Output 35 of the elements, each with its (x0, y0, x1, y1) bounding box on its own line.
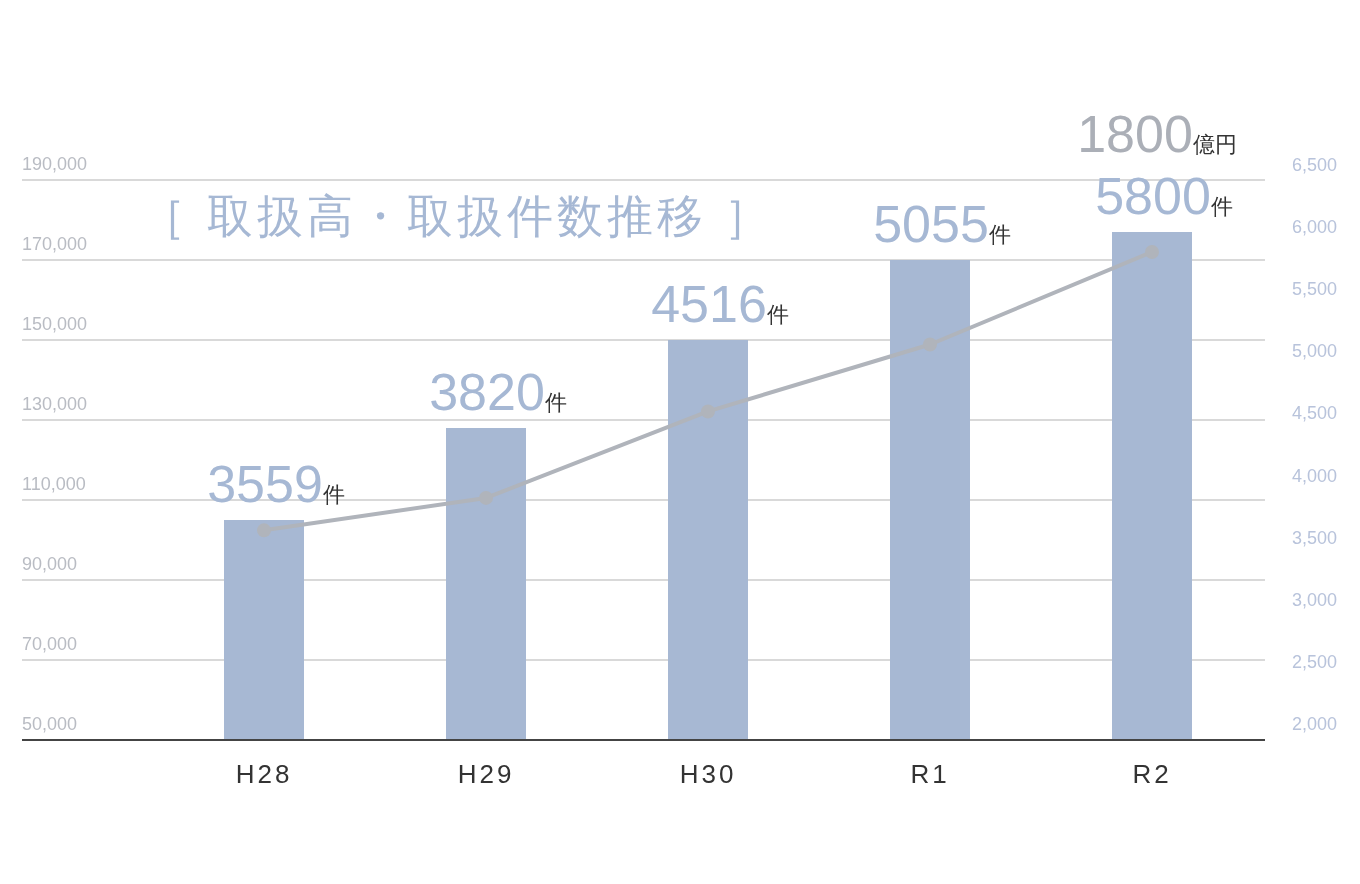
point (923, 337, 937, 352)
y2-tick-label: 2,000 (1291, 714, 1337, 734)
y2-tick-label: 3,500 (1291, 527, 1337, 548)
y2-tick-label: 2,500 (1291, 651, 1337, 672)
x-tick-label: H28 (235, 759, 293, 789)
y-tick-label: 130,000 (22, 394, 88, 414)
data-label: 3820件 (429, 363, 567, 421)
annotation: 1800億円 (1077, 105, 1237, 163)
chart-title: ［ 取扱高・取扱件数推移 ］ (140, 190, 774, 242)
data-label: 4516件 (651, 275, 789, 333)
y-tick-label: 90,000 (22, 554, 78, 574)
x-tick-label: H30 (679, 759, 737, 789)
y2-tick-label: 4,500 (1291, 403, 1337, 424)
y2-tick-label: 3,000 (1291, 589, 1337, 610)
y2-tick-label: 5,000 (1291, 341, 1337, 362)
point (257, 523, 271, 538)
y2-tick-label: 4,000 (1291, 465, 1337, 486)
x-tick-label: H29 (457, 759, 515, 789)
point (701, 404, 715, 419)
y-tick-label: 50,000 (22, 714, 78, 734)
data-label: 3559件 (207, 455, 345, 513)
y2-tick-label: 6,000 (1291, 217, 1337, 238)
data-label: 5055件 (873, 195, 1011, 253)
point (1145, 244, 1159, 259)
y-tick-label: 170,000 (22, 234, 88, 254)
y-tick-label: 150,000 (22, 314, 88, 334)
y-tick-label: 110,000 (22, 474, 86, 494)
point (479, 490, 493, 505)
x-tick-label: R1 (910, 759, 950, 789)
y-tick-label: 190,000 (22, 154, 88, 174)
y2-tick-label: 5,500 (1291, 279, 1337, 300)
y2-tick-label: 6,500 (1291, 155, 1337, 175)
data-label: 5800件 (1095, 167, 1233, 225)
y-tick-label: 70,000 (22, 634, 78, 654)
x-tick-label: R2 (1132, 759, 1172, 789)
